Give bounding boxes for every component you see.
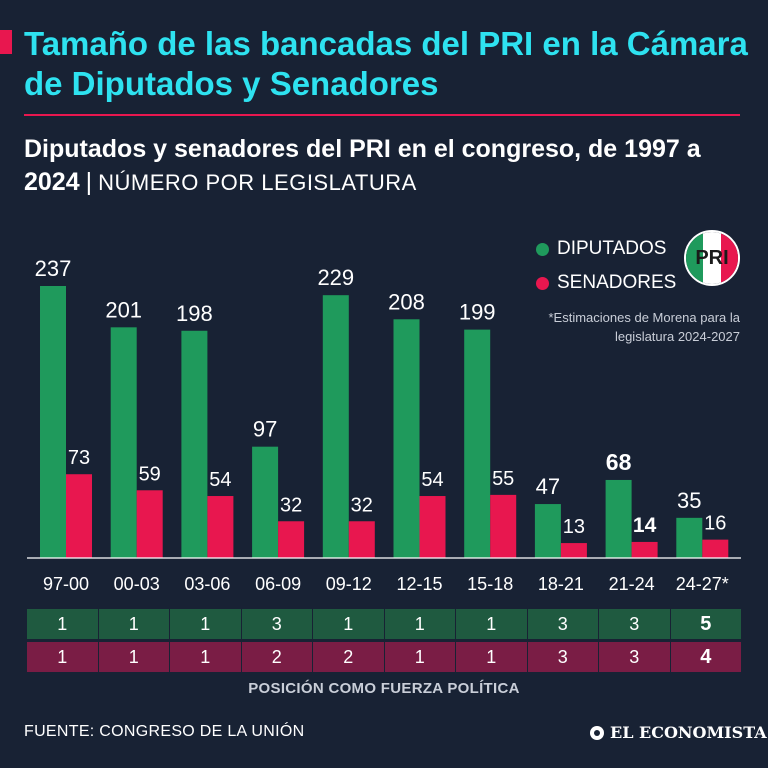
position-diputados-cell: 5 xyxy=(670,609,741,639)
estimate-note: *Estimaciones de Morena para la legislat… xyxy=(548,310,741,344)
bar-senadores-06-09 xyxy=(278,521,305,558)
position-senadores-cell: 3 xyxy=(599,642,671,672)
x-tick-label: 09-12 xyxy=(326,574,372,594)
position-diputados-cell: 3 xyxy=(599,609,671,639)
x-tick-label: 24-27* xyxy=(676,574,729,594)
bar-diputados-15-18 xyxy=(464,329,491,558)
position-diputados-cell: 1 xyxy=(27,609,99,639)
position-diputados-cell: 1 xyxy=(456,609,528,639)
label-diputados-15-18: 199 xyxy=(459,300,496,325)
position-senadores-cell: 1 xyxy=(384,642,456,672)
bar-diputados-97-00 xyxy=(40,286,66,558)
position-senadores-cell: 2 xyxy=(313,642,385,672)
label-senadores-09-12: 32 xyxy=(351,494,373,516)
label-senadores-18-21: 13 xyxy=(563,516,585,538)
bar-senadores-24-27* xyxy=(702,539,729,558)
x-tick-label: 06-09 xyxy=(255,574,301,594)
x-tick-label: 03-06 xyxy=(184,574,230,594)
x-tick-label: 18-21 xyxy=(538,574,584,594)
legend-item-diputados: DIPUTADOS xyxy=(536,232,676,266)
bar-senadores-18-21 xyxy=(560,543,587,558)
brand-mark-icon xyxy=(590,725,604,740)
label-diputados-03-06: 198 xyxy=(176,301,213,326)
position-senadores-cell: 3 xyxy=(527,642,599,672)
position-senadores-cell: 1 xyxy=(27,642,99,672)
bar-senadores-15-18 xyxy=(490,494,517,558)
source-credit: FUENTE: CONGRESO DE LA UNIÓN xyxy=(24,723,305,740)
label-senadores-06-09: 32 xyxy=(280,494,302,516)
bar-diputados-03-06 xyxy=(181,330,208,558)
bar-senadores-21-24 xyxy=(631,541,658,558)
x-tick-label: 21-24 xyxy=(609,574,655,594)
bar-diputados-06-09 xyxy=(252,446,279,558)
position-senadores-cell: 1 xyxy=(170,642,242,672)
title-divider xyxy=(24,114,740,116)
x-tick-label: 12-15 xyxy=(396,574,442,594)
label-diputados-09-12: 229 xyxy=(317,265,354,290)
bar-diputados-09-12 xyxy=(322,295,349,558)
label-senadores-97-00: 73 xyxy=(68,447,90,469)
label-diputados-21-24: 68 xyxy=(606,449,632,475)
legend-label-diputados: DIPUTADOS xyxy=(557,238,667,259)
x-tick-label: 00-03 xyxy=(114,574,160,594)
position-senadores-cell: 1 xyxy=(456,642,528,672)
label-senadores-21-24: 14 xyxy=(633,514,657,537)
bar-senadores-03-06 xyxy=(207,496,234,558)
subtitle-separator: | xyxy=(85,168,93,196)
x-tick-label: 97-00 xyxy=(43,574,89,594)
bar-diputados-21-24 xyxy=(605,479,632,558)
bar-senadores-09-12 xyxy=(348,521,375,558)
position-senadores-cell: 1 xyxy=(98,642,170,672)
legend-dot-senadores xyxy=(536,276,549,290)
chart-legend: DIPUTADOS SENADORES xyxy=(536,232,676,300)
position-diputados-cell: 1 xyxy=(313,609,385,639)
bar-senadores-12-15 xyxy=(419,496,446,558)
page-title: Tamaño de las bancadas del PRI en la Cám… xyxy=(24,25,748,102)
position-diputados-cell: 3 xyxy=(241,609,313,639)
bar-diputados-24-27* xyxy=(676,517,703,558)
label-diputados-24-27*: 35 xyxy=(677,488,701,513)
accent-bar xyxy=(0,30,12,54)
position-diputados-cell: 1 xyxy=(98,609,170,639)
label-senadores-00-03: 59 xyxy=(139,463,161,485)
position-diputados-cell: 1 xyxy=(384,609,456,639)
label-diputados-18-21: 47 xyxy=(536,474,560,499)
brand-logo: EL ECONOMISTA xyxy=(590,723,767,742)
position-diputados-cell: 3 xyxy=(527,609,599,639)
bar-senadores-97-00 xyxy=(66,474,92,558)
label-diputados-97-00: 237 xyxy=(35,256,72,281)
pri-logo-text: PRI xyxy=(695,246,729,269)
legend-label-senadores: SENADORES xyxy=(557,272,677,293)
subtitle-unit: NÚMERO POR LEGISLATURA xyxy=(98,170,417,195)
position-diputados-cell: 1 xyxy=(170,609,242,639)
label-senadores-12-15: 54 xyxy=(421,469,443,491)
label-senadores-03-06: 54 xyxy=(209,469,231,491)
legend-item-senadores: SENADORES xyxy=(536,266,676,300)
position-label: POSICIÓN COMO FUERZA POLÍTICA xyxy=(248,680,520,697)
x-tick-label: 15-18 xyxy=(467,574,513,594)
legend-dot-diputados xyxy=(536,242,549,256)
label-diputados-12-15: 208 xyxy=(388,289,425,314)
bar-senadores-00-03 xyxy=(136,490,163,558)
bar-diputados-12-15 xyxy=(393,319,420,558)
label-diputados-06-09: 97 xyxy=(253,417,277,442)
chart-subtitle: Diputados y senadores del PRI en el cong… xyxy=(24,133,754,199)
position-senadores-cell: 2 xyxy=(241,642,313,672)
pri-logo: PRI xyxy=(684,230,740,286)
brand-name: EL ECONOMISTA xyxy=(610,723,767,742)
bar-diputados-18-21 xyxy=(534,504,561,558)
subtitle-main: Diputados y senadores del PRI en el cong… xyxy=(24,135,701,196)
label-senadores-24-27*: 16 xyxy=(704,513,726,535)
label-senadores-15-18: 55 xyxy=(492,468,514,490)
label-diputados-00-03: 201 xyxy=(105,297,142,322)
position-senadores-cell: 4 xyxy=(670,642,741,672)
bar-diputados-00-03 xyxy=(110,327,137,558)
